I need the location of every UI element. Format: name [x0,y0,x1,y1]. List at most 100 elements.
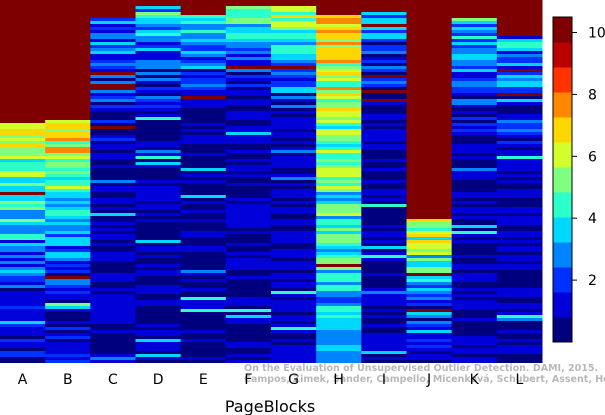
heatmap-cell [271,357,317,360]
heatmap-cell [451,36,498,39]
heatmap-cell [45,93,91,96]
heatmap-cell [361,153,407,156]
heatmap-cell [0,255,46,258]
heatmap-cell [406,114,453,117]
heatmap-cell [90,228,136,231]
heatmap-cell [406,60,453,63]
heatmap-cell [225,306,272,309]
heatmap-cell [496,0,543,3]
heatmap-cell [271,165,317,168]
heatmap-cell [0,279,46,282]
heatmap-cell [451,21,498,24]
heatmap-cell [0,57,46,60]
heatmap-cell [316,63,362,66]
heatmap-cell [225,63,272,66]
heatmap-cell [180,99,227,102]
heatmap-cell [271,291,317,294]
heatmap-cell [496,279,543,282]
heatmap-cell [0,114,46,117]
heatmap-cell [45,246,91,249]
heatmap-cell [90,306,136,309]
heatmap-cell [225,3,272,6]
heatmap-cell [135,120,182,123]
heatmap-cell [90,339,136,342]
heatmap-cell [225,234,272,237]
heatmap-cell [361,213,407,216]
heatmap-cell [496,345,543,348]
heatmap-cell [135,141,182,144]
heatmap-cell [45,237,91,240]
heatmap-cell [361,3,407,6]
heatmap-cell [271,51,317,54]
heatmap-cell [135,348,182,351]
heatmap-cell [135,303,182,306]
heatmap-cell [496,357,543,360]
x-tick-label-B: B [63,372,73,388]
heatmap-cell [496,90,543,93]
heatmap-cell [316,204,362,207]
heatmap-cell [45,189,91,192]
heatmap-cell [406,102,453,105]
heatmap-cell [135,279,182,282]
heatmap-cell [90,81,136,84]
heatmap-cell [135,198,182,201]
heatmap-cell [45,78,91,81]
heatmap-cell [316,186,362,189]
heatmap-cell [361,282,407,285]
heatmap-cell [316,75,362,78]
heatmap-cell [316,159,362,162]
heatmap-cell [451,75,498,78]
heatmap-cell [0,345,46,348]
heatmap-cell [451,15,498,18]
heatmap-cell [496,189,543,192]
heatmap-cell [0,219,46,222]
heatmap-cell [406,57,453,60]
heatmap-cell [406,237,453,240]
heatmap-cell [406,21,453,24]
heatmap-cell [90,108,136,111]
heatmap-cell [0,207,46,210]
heatmap-cell [0,156,46,159]
heatmap-cell [451,291,498,294]
colorbar-frame [552,16,573,343]
colorbar-segment [553,67,572,93]
heatmap-cell [406,54,453,57]
heatmap-cell [451,159,498,162]
heatmap-cell [0,348,46,351]
heatmap-cell [361,168,407,171]
heatmap-cell [316,246,362,249]
heatmap-cell [316,258,362,261]
heatmap-cell [135,63,182,66]
heatmap-cell [45,204,91,207]
heatmap-cell [451,348,498,351]
heatmap-cell [135,264,182,267]
heatmap-cell [225,210,272,213]
heatmap-cell [0,39,46,42]
heatmap-cell [271,12,317,15]
heatmap-cell [361,294,407,297]
heatmap-cell [90,60,136,63]
heatmap-cell [225,186,272,189]
heatmap-cell [496,24,543,27]
heatmap-cell [0,48,46,51]
heatmap-cell [451,330,498,333]
heatmap-cell [45,75,91,78]
heatmap-cell [90,258,136,261]
heatmap-cell [0,33,46,36]
heatmap-cell [135,252,182,255]
heatmap-cell [406,120,453,123]
heatmap-cell [90,123,136,126]
heatmap-cell [451,216,498,219]
x-tick-label-J: J [426,372,431,388]
heatmap-cell [451,114,498,117]
heatmap-cell [135,228,182,231]
heatmap-cell [225,342,272,345]
heatmap-cell [451,90,498,93]
heatmap-cell [316,126,362,129]
heatmap-cell [225,162,272,165]
heatmap-cell [180,3,227,6]
heatmap-cell [406,216,453,219]
heatmap-cell [361,108,407,111]
heatmap-cell [45,90,91,93]
heatmap-cell [406,6,453,9]
